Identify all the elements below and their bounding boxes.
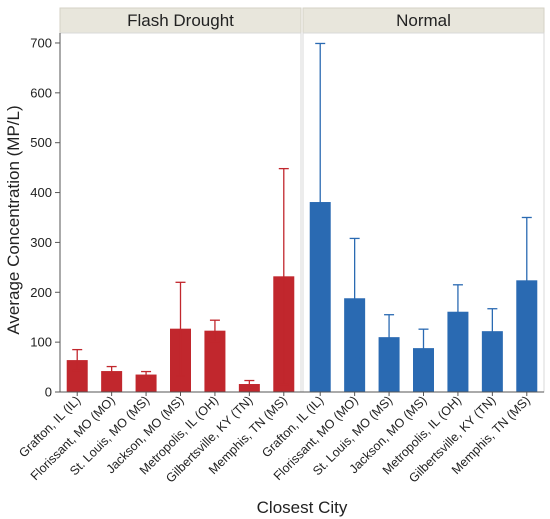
plot-area xyxy=(59,32,545,393)
panel-title: Flash Drought xyxy=(127,11,234,30)
y-axis: 0 100 200 300 400 500 600 700 xyxy=(30,33,61,400)
panel-headers: Flash Drought Normal xyxy=(59,7,545,34)
y-tick-label: 500 xyxy=(30,135,52,150)
panel-title: Normal xyxy=(396,11,451,30)
y-tick-label: 700 xyxy=(30,35,52,50)
bar xyxy=(447,311,469,392)
y-tick-label: 0 xyxy=(45,385,52,400)
x-axis: Grafton, IL (IL)Florissant, MO (MO)St. L… xyxy=(16,391,544,485)
y-tick-label: 400 xyxy=(30,185,52,200)
y-tick-label: 300 xyxy=(30,235,52,250)
y-tick-label: 200 xyxy=(30,285,52,300)
bar xyxy=(101,371,123,392)
bar xyxy=(378,337,400,392)
panel-header xyxy=(59,7,302,34)
y-tick-label: 600 xyxy=(30,85,52,100)
bar xyxy=(481,331,503,392)
x-axis-title: Closest City xyxy=(257,498,348,517)
bar xyxy=(66,360,88,392)
y-axis-title: Average Concentration (MP/L) xyxy=(4,105,23,334)
bar xyxy=(413,348,434,392)
y-tick-label: 100 xyxy=(30,335,52,350)
bar xyxy=(204,330,226,392)
panel-header xyxy=(302,7,545,34)
bar xyxy=(135,374,157,392)
